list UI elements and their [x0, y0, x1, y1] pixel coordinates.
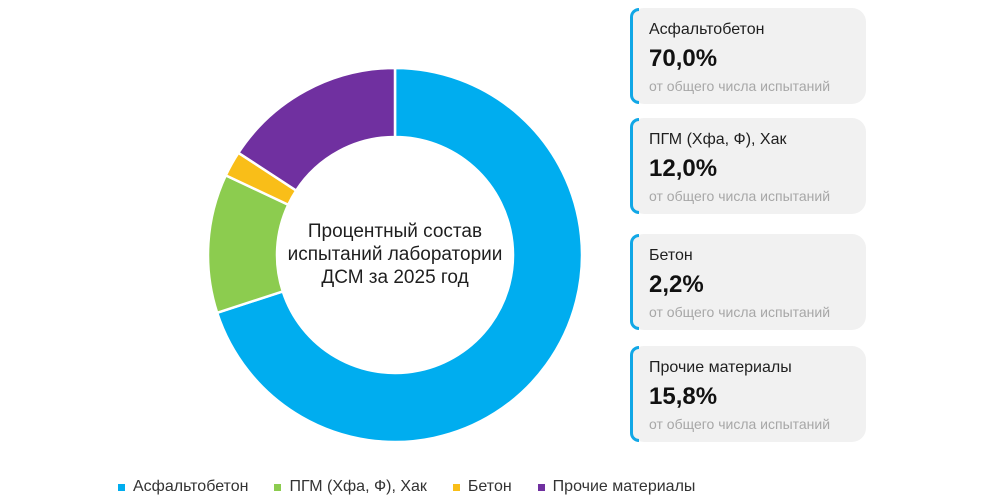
- legend-marker-icon: [274, 483, 282, 491]
- card-bracket: [630, 8, 639, 104]
- legend-item: ПГМ (Хфа, Ф), Хак: [274, 478, 427, 496]
- donut-slice: [236, 66, 397, 193]
- stat-card-name: Прочие материалы: [649, 359, 792, 376]
- legend-marker-icon: [118, 483, 125, 491]
- card-bracket: [630, 234, 639, 330]
- card-bracket: [630, 346, 639, 442]
- stat-card-value: 2,2%: [649, 271, 704, 298]
- chart-title-line: ДСМ за 2025 год: [321, 267, 469, 288]
- legend-marker-icon: [537, 483, 545, 491]
- legend-label: Асфальтобетон: [133, 478, 249, 495]
- legend-label: Прочие материалы: [552, 478, 696, 495]
- chart-title-line: Процентный состав: [307, 221, 483, 242]
- stat-card-note: от общего числа испытаний: [649, 78, 831, 94]
- stat-card-value: 70,0%: [649, 45, 718, 72]
- legend-item: Бетон: [452, 478, 512, 496]
- stat-card-value: 15,8%: [649, 383, 718, 410]
- stat-card-other: Прочие материалы 15,8% от общего числа и…: [630, 346, 866, 442]
- stat-card-note: от общего числа испытаний: [649, 304, 831, 320]
- stat-card-note: от общего числа испытаний: [649, 188, 831, 204]
- donut-chart: [206, 66, 584, 444]
- legend-item: Асфальтобетон: [118, 478, 248, 496]
- chart-title-line: испытаний лаборатории: [287, 244, 503, 265]
- legend-item: Прочие материалы: [537, 478, 696, 496]
- stat-card-name: Асфальтобетон: [649, 21, 765, 38]
- stat-card-name: Бетон: [649, 247, 693, 264]
- legend-marker-icon: [452, 483, 460, 491]
- card-bracket: [630, 118, 639, 214]
- stat-card-concrete: Бетон 2,2% от общего числа испытаний: [630, 234, 866, 330]
- chart-title: Процентный состав испытаний лаборатории …: [260, 220, 530, 289]
- stat-card-asphalt: Асфальтобетон 70,0% от общего числа испы…: [630, 8, 866, 104]
- donut-slice: [215, 66, 584, 444]
- chart-legend: Асфальтобетон ПГМ (Хфа, Ф), Хак Бетон Пр…: [118, 476, 721, 498]
- stat-card-value: 12,0%: [649, 155, 718, 182]
- stat-card-name: ПГМ (Хфа, Ф), Хак: [649, 131, 787, 148]
- legend-label: Бетон: [467, 478, 512, 495]
- stat-card-pgm: ПГМ (Хфа, Ф), Хак 12,0% от общего числа …: [630, 118, 866, 214]
- stat-card-note: от общего числа испытаний: [649, 416, 831, 432]
- legend-label: ПГМ (Хфа, Ф), Хак: [289, 478, 427, 495]
